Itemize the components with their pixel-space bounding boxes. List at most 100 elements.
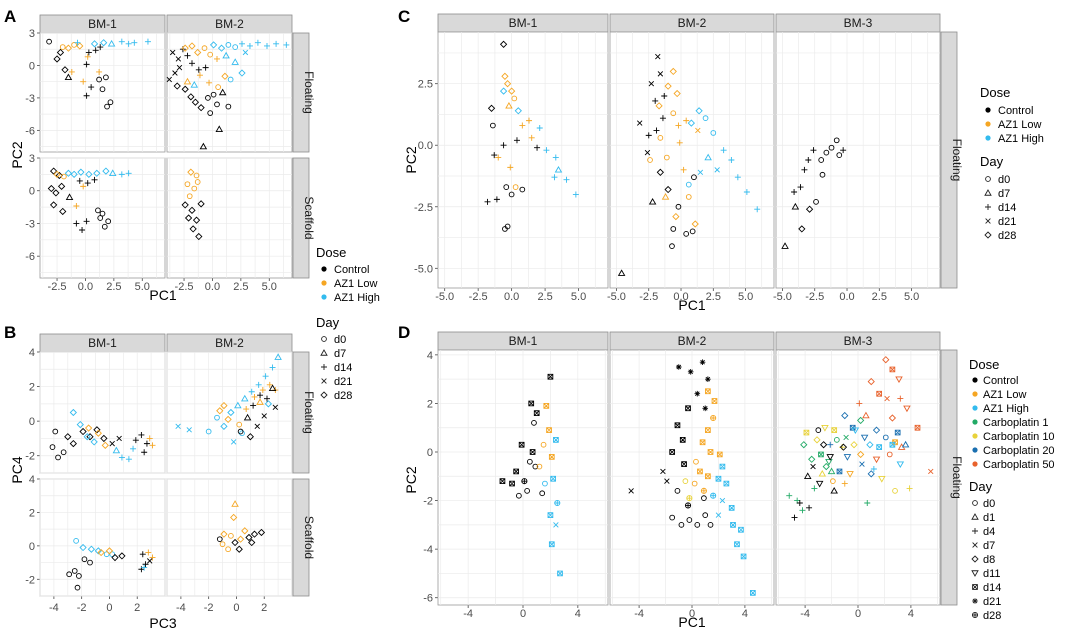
- d-data-point: [719, 463, 726, 470]
- c-data-point: [554, 165, 563, 173]
- b-data-point: [269, 364, 276, 371]
- legend-c-dose-key: [985, 107, 991, 113]
- a-x-axis-title: PC1: [149, 287, 176, 303]
- a-data-point: [65, 193, 74, 200]
- b-data-point: [220, 401, 228, 410]
- a-data-point: [70, 170, 78, 179]
- b-data-point: [147, 558, 153, 564]
- c-data-point: [813, 198, 819, 205]
- d-x-axis-title: PC1: [678, 614, 705, 630]
- a-data-point: [92, 47, 99, 54]
- b-data-point: [138, 431, 145, 438]
- b-data-point: [105, 547, 114, 555]
- c-data-point: [661, 193, 670, 200]
- a-y-tick-label: -3: [25, 218, 35, 230]
- a-data-point: [83, 61, 90, 68]
- d-data-point: [681, 461, 687, 467]
- legend-d-day-item: d21: [983, 596, 1001, 608]
- a-data-point: [225, 103, 232, 110]
- c-data-point: [819, 171, 826, 178]
- c-data-point: [657, 71, 664, 77]
- a-data-point: [144, 38, 151, 45]
- d-data-point: [533, 410, 540, 416]
- b-data-point: [235, 545, 243, 553]
- b-data-point: [268, 384, 277, 391]
- d-data-point: [889, 441, 896, 448]
- b-data-point: [87, 559, 93, 566]
- d-data-point: [678, 522, 685, 528]
- b-data-point: [84, 424, 93, 432]
- b-strip-label: BM-2: [215, 336, 244, 350]
- c-data-point: [648, 80, 655, 87]
- d-data-point: [889, 366, 896, 373]
- c-data-point: [647, 157, 653, 163]
- panel-label-c: C: [398, 7, 410, 26]
- d-data-point: [818, 451, 824, 458]
- c-data-point: [791, 189, 798, 195]
- c-data-point: [551, 174, 558, 181]
- d-data-point: [843, 434, 849, 441]
- b-data-point: [145, 549, 152, 556]
- c-x-tick-label: 0.0: [839, 291, 854, 303]
- a-x-tick-label: 0.0: [205, 281, 220, 293]
- c-data-point: [487, 104, 496, 112]
- b-y-tick-label: 0: [29, 541, 35, 553]
- c-y-axis-title: PC2: [403, 146, 419, 173]
- b-data-point: [83, 433, 91, 441]
- a-data-point: [189, 60, 195, 67]
- panel-label-b: B: [4, 323, 16, 342]
- a-strip-label: BM-2: [215, 17, 244, 31]
- d-data-point: [836, 468, 843, 475]
- d-data-point: [827, 467, 836, 475]
- d-data-point: [862, 411, 870, 419]
- c-x-tick-label: 5.0: [904, 291, 919, 303]
- d-x-tick-label: 0: [855, 608, 861, 620]
- d-data-point: [660, 468, 666, 475]
- d-strip-label: BM-1: [509, 334, 538, 348]
- c-data-point: [689, 228, 696, 235]
- a-x-tick-label: 2.5: [233, 281, 248, 293]
- a-data-point: [88, 84, 95, 91]
- a-data-point: [209, 41, 218, 49]
- d-row-strip-floating: [940, 349, 958, 606]
- a-data-point: [175, 56, 182, 62]
- a-data-point: [183, 77, 192, 85]
- a-data-point: [166, 76, 172, 83]
- a-data-point: [47, 184, 56, 193]
- legend-ab-dose-key: [321, 266, 327, 272]
- legend-c-day-item: d28: [998, 230, 1016, 242]
- c-data-point: [499, 40, 508, 48]
- c-data-point: [508, 191, 515, 198]
- b-data-point: [94, 429, 102, 437]
- a-data-point: [108, 169, 117, 176]
- a-data-point: [214, 101, 220, 108]
- legend-d-day-item: d4: [983, 526, 995, 538]
- c-data-point: [801, 166, 808, 173]
- d-data-point: [528, 400, 535, 407]
- b-data-point: [248, 388, 255, 395]
- d-data-point: [702, 512, 709, 518]
- d-data-point: [830, 478, 836, 484]
- a-data-point: [64, 169, 73, 177]
- b-data-point: [60, 449, 67, 456]
- d-x-tick-label: 4: [908, 608, 914, 620]
- d-y-tick-label: -6: [423, 593, 433, 605]
- d-data-point: [850, 441, 858, 449]
- a-data-point: [238, 69, 246, 77]
- a-row-strip-label: Scaffold: [302, 196, 316, 239]
- b-data-point: [149, 442, 156, 449]
- d-data-point: [884, 395, 890, 402]
- c-data-point: [504, 223, 511, 230]
- b-data-point: [251, 393, 258, 400]
- legend-ab-day-item: d28: [334, 390, 352, 402]
- legend-ab-day-title: Day: [316, 315, 340, 330]
- d-data-point: [892, 488, 898, 494]
- legend-d-day-key: [972, 542, 978, 548]
- c-data-point: [503, 80, 512, 88]
- c-data-point: [653, 127, 660, 134]
- d-data-point: [833, 437, 840, 443]
- a-data-point: [283, 41, 290, 48]
- a-data-point: [96, 68, 103, 75]
- c-x-tick-label: 5.0: [571, 291, 586, 303]
- a-x-tick-label: -2.5: [175, 281, 194, 293]
